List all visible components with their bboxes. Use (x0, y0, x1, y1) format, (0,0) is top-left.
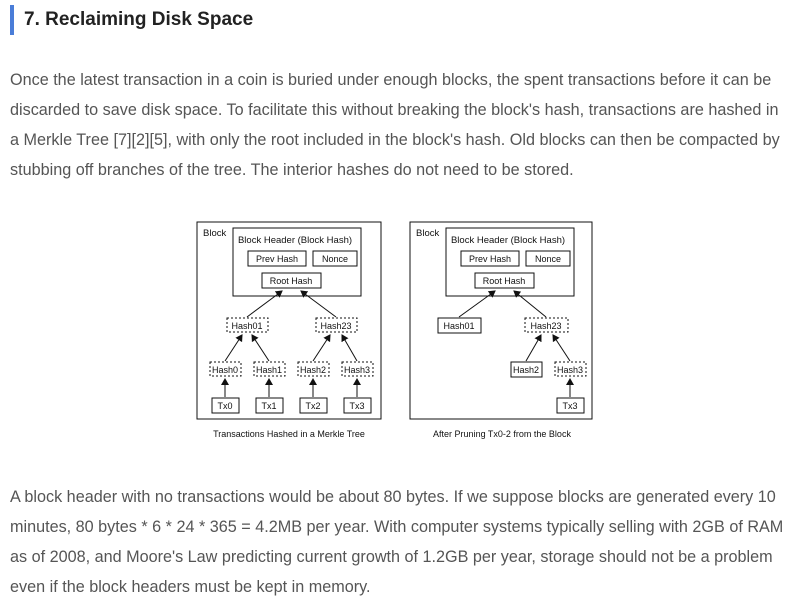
tx3-box (556, 397, 585, 414)
tx2-box (299, 397, 328, 414)
hash0-label: Hash0 (212, 365, 238, 375)
hash23-box (315, 317, 358, 333)
hash2-label: Hash2 (513, 365, 539, 375)
pruned-tree-diagram: Block Block Header (Block Hash) Prev Has… (409, 221, 593, 439)
tx3-label: Tx3 (562, 401, 577, 411)
prev-hash-label: Prev Hash (469, 254, 511, 264)
tx1-label: Tx1 (261, 401, 276, 411)
block-frame (409, 221, 593, 420)
block-header-box (445, 227, 575, 297)
root-hash-box (261, 272, 322, 289)
prev-hash-label: Prev Hash (256, 254, 298, 264)
prev-hash-box (460, 250, 520, 267)
block-label: Block (416, 228, 439, 239)
nonce-box (525, 250, 571, 267)
nonce-box (312, 250, 358, 267)
tx2-label: Tx2 (305, 401, 320, 411)
hash1-box (253, 361, 286, 377)
hash23-box (524, 317, 569, 333)
hash0-box (209, 361, 242, 377)
hash2-label: Hash2 (300, 365, 326, 375)
block-header-label: Block Header (Block Hash) (451, 235, 565, 246)
hash2-box (297, 361, 330, 377)
hash01-label: Hash01 (231, 321, 262, 331)
tx1-box (255, 397, 284, 414)
hash3-box (554, 361, 587, 377)
hash01-box (226, 317, 269, 333)
tx0-box (211, 397, 240, 414)
block-header-label: Block Header (Block Hash) (238, 235, 352, 246)
root-hash-label: Root Hash (270, 276, 313, 286)
merkle-tree-diagram: Block Block Header (Block Hash) Prev Has… (196, 221, 382, 439)
tree-arrows (221, 290, 361, 397)
hash01-box (437, 317, 482, 334)
tx3-label: Tx3 (349, 401, 364, 411)
tx0-label: Tx0 (217, 401, 232, 411)
hash1-label: Hash1 (256, 365, 282, 375)
section-title: 7. Reclaiming Disk Space (10, 5, 253, 35)
hash01-label: Hash01 (443, 321, 474, 331)
hash3-label: Hash3 (557, 365, 583, 375)
nonce-label: Nonce (535, 254, 561, 264)
block-header-box (232, 227, 362, 297)
paragraph-intro: Once the latest transaction in a coin is… (10, 71, 780, 179)
root-hash-label: Root Hash (483, 276, 526, 286)
paragraph-storage: A block header with no transactions woul… (10, 488, 784, 596)
root-hash-box (474, 272, 535, 289)
hash3-box (341, 361, 374, 377)
diagram-caption-right: After Pruning Tx0-2 from the Block (433, 429, 571, 439)
prev-hash-box (247, 250, 307, 267)
hash23-label: Hash23 (320, 321, 351, 331)
tx3-box (343, 397, 372, 414)
hash3-label: Hash3 (344, 365, 370, 375)
nonce-label: Nonce (322, 254, 348, 264)
block-frame (196, 221, 382, 420)
block-label: Block (203, 228, 226, 239)
diagram-caption-left: Transactions Hashed in a Merkle Tree (213, 429, 365, 439)
tree-arrows (458, 290, 574, 397)
hash2-box (510, 361, 543, 378)
hash23-label: Hash23 (530, 321, 561, 331)
